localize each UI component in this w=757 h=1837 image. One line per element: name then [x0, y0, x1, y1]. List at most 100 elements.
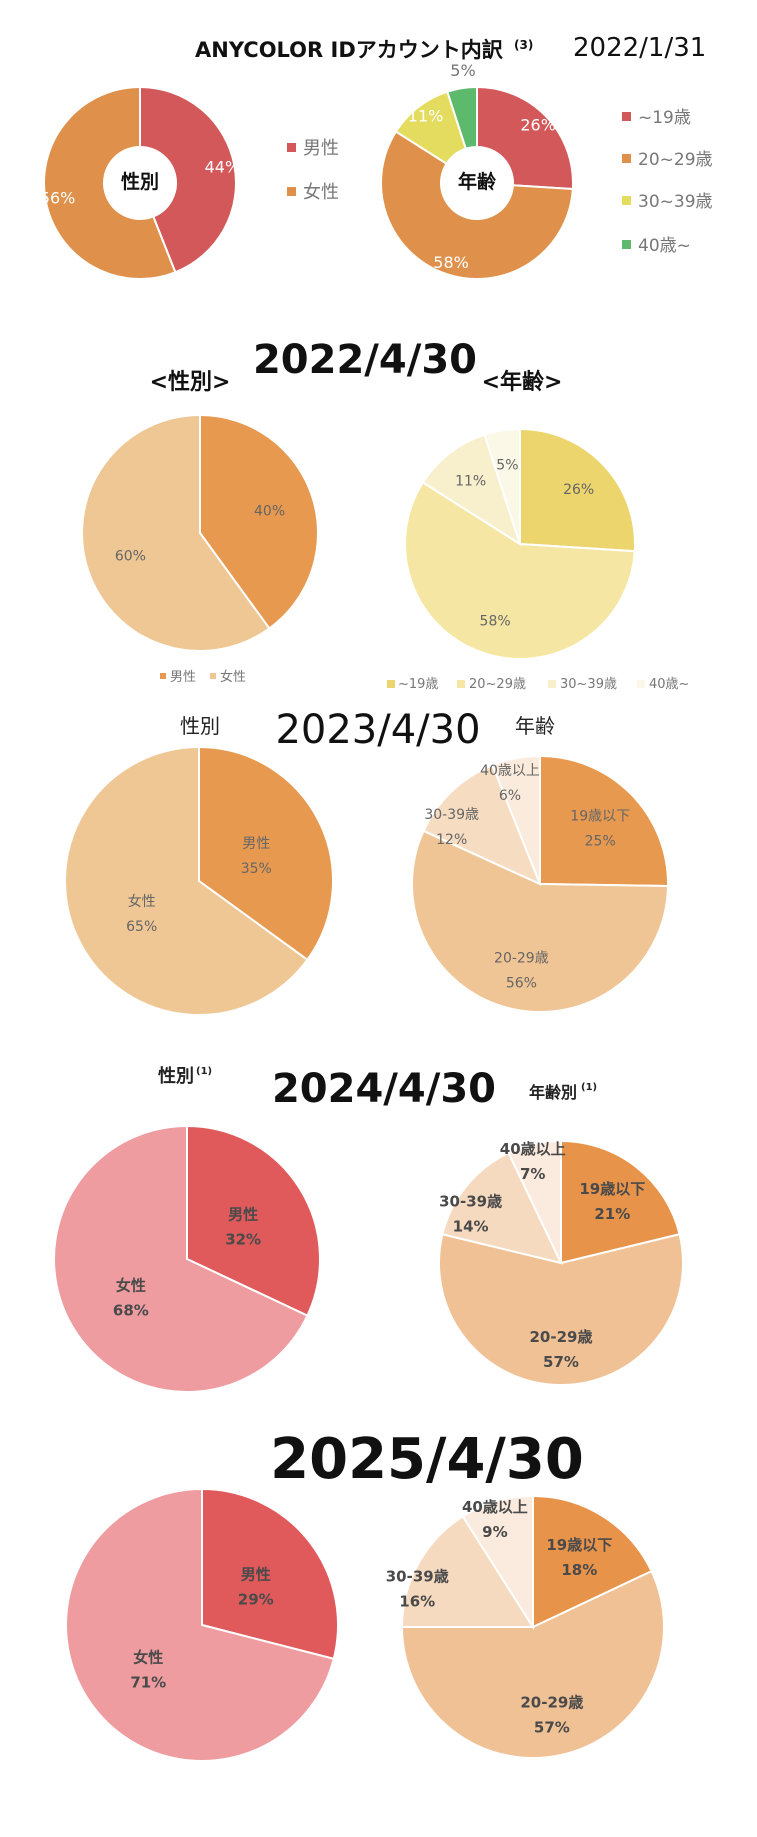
slice-category-label: 40歳以上: [480, 763, 540, 779]
legend-swatch-female: [287, 187, 296, 196]
age-legend: ~19歳 20~29歳 30~39歳 40歳~: [387, 677, 689, 692]
pie-slice-30-39歳: [422, 763, 542, 886]
gender-pie-chart: 男性 35% 女性 65%: [64, 745, 334, 1016]
chart-heading-gender: 性別: [180, 714, 220, 738]
legend-label-male: 男性: [170, 670, 196, 685]
slice-value-label: 18%: [561, 1561, 597, 1579]
legend-swatch-20-29: [457, 680, 465, 688]
slice-value-label: 16%: [399, 1592, 435, 1610]
slice-value-label: 6%: [499, 788, 521, 804]
slice-value-label: 71%: [130, 1674, 166, 1692]
legend-swatch-male: [160, 673, 166, 679]
pie-slice-20-29歳: [400, 1569, 665, 1759]
slice-value-label: 32%: [225, 1230, 261, 1248]
chart-heading-age: 年齢: [515, 714, 555, 738]
slice-value-label: 12%: [436, 832, 467, 848]
slice-value-label: 7%: [520, 1165, 545, 1183]
slice-value-label: 29%: [238, 1590, 274, 1608]
slice-category-label: 女性: [116, 1277, 146, 1295]
slice-value-label: 65%: [126, 919, 157, 935]
legend-label-under-19: ~19歳: [398, 677, 438, 692]
slice-value-label: 60%: [115, 549, 146, 565]
panel-date: 2022/4/30: [253, 337, 477, 383]
slice-value-label: 58%: [433, 253, 469, 272]
chart-heading-gender: <性別>: [150, 370, 231, 395]
legend-label-male: 男性: [303, 138, 339, 159]
gender-legend: 男性 女性: [160, 669, 246, 685]
pie-slice-20-29歳: [438, 1233, 684, 1387]
panel-2024-04-30: 2024/4/30 性別 (1) 年齢別 (1) 男性 32% 女性 68% 19歳以…: [53, 1065, 684, 1393]
slice-category-label: 男性: [241, 1565, 271, 1583]
legend-label-30-39: 30~39歳: [638, 192, 713, 212]
pie-slice-20-29歳: [411, 829, 670, 1013]
pie-slice-40歳to: [446, 85, 478, 151]
slice-value-label: 56%: [506, 975, 537, 991]
slice-value-label: 56%: [40, 189, 76, 208]
donut-center-label: 性別: [121, 170, 159, 193]
gender-pie-chart: 男性 29% 女性 71%: [65, 1487, 339, 1762]
pie-slice-19歳以下: [539, 754, 669, 888]
legend-swatch-40-plus: [622, 240, 631, 249]
pie-slice-男性: [139, 85, 237, 274]
slice-value-label: 5%: [496, 457, 518, 473]
chart-heading-age: <年齢>: [482, 369, 563, 395]
legend-swatch-under-19: [387, 680, 395, 688]
legend-label-female: 女性: [220, 669, 246, 685]
slice-value-label: 21%: [594, 1205, 630, 1223]
slice-value-label: 5%: [450, 61, 475, 80]
slice-value-label: 14%: [453, 1218, 489, 1236]
pie-slice-30to39歳: [421, 433, 522, 547]
pie-slice-男性: [201, 1487, 339, 1661]
pie-slice-to19歳: [476, 85, 574, 191]
legend-label-female: 女性: [303, 182, 339, 203]
age-legend: ~19歳 20~29歳 30~39歳 40歳~: [622, 108, 713, 256]
slice-category-label: 40歳以上: [462, 1498, 528, 1516]
pie-slice-to19歳: [519, 427, 636, 553]
legend-label-under-19: ~19歳: [638, 108, 691, 128]
slice-category-label: 19歳以下: [546, 1536, 612, 1554]
gender-legend: 男性 女性: [287, 138, 339, 203]
slice-category-label: 19歳以下: [579, 1180, 645, 1198]
pie-slice-女性: [81, 413, 271, 652]
slice-value-label: 57%: [543, 1353, 579, 1371]
slice-category-label: 20-29歳: [530, 1328, 593, 1346]
gender-pie-chart: 40% 60%: [81, 413, 319, 652]
slice-category-label: 30-39歳: [386, 1567, 449, 1585]
slice-value-label: 26%: [520, 116, 556, 135]
panel-2023-04-30: 2023/4/30 性別 年齢 男性 35% 女性 65% 19歳以下 25% 20-29…: [64, 707, 670, 1016]
pie-slice-女性: [43, 85, 177, 280]
slice-value-label: 9%: [482, 1523, 507, 1541]
slice-value-label: 44%: [205, 157, 241, 176]
slice-value-label: 40%: [254, 503, 285, 519]
legend-label-40-plus: 40歳~: [649, 677, 689, 692]
slice-value-label: 26%: [563, 482, 594, 498]
slice-value-label: 35%: [241, 861, 272, 877]
slice-value-label: 11%: [408, 107, 444, 126]
legend-label-20-29: 20~29歳: [638, 150, 713, 170]
pie-slice-女性: [53, 1124, 309, 1393]
panel-2022-04-30: 2022/4/30 <性別> <年齢> 40% 60% 26% 58% 11% 5% 男…: [81, 337, 689, 692]
pie-slice-男性: [198, 745, 334, 962]
slice-value-label: 68%: [113, 1302, 149, 1320]
legend-swatch-female: [210, 673, 216, 679]
panel-date: 2025/4/30: [270, 1427, 584, 1492]
chart-heading-gender-superscript: (1): [196, 1066, 212, 1077]
pie-slice-40歳以上: [491, 754, 541, 885]
slice-category-label: 19歳以下: [570, 809, 630, 825]
age-pie-chart: 19歳以下 25% 20-29歳 56% 30-39歳 12% 40歳以上 6%: [411, 754, 670, 1013]
gender-donut-chart: 44% 56%: [40, 85, 241, 280]
pie-slice-女性: [65, 1487, 335, 1762]
legend-swatch-30-39: [622, 196, 631, 205]
pie-slice-19歳以下: [532, 1494, 653, 1629]
slice-category-label: 30-39歳: [424, 807, 479, 823]
pie-slice-40歳以上: [507, 1139, 562, 1264]
legend-swatch-under-19: [622, 112, 631, 121]
pie-slice-女性: [64, 745, 309, 1016]
slice-category-label: 40歳以上: [500, 1140, 566, 1158]
legend-swatch-male: [287, 143, 296, 152]
pie-slice-30-39歳: [441, 1151, 563, 1265]
pie-slice-19歳以下: [560, 1139, 681, 1265]
legend-label-40-plus: 40歳~: [638, 236, 691, 256]
panel-title: ANYCOLOR IDアカウント内訳: [195, 38, 504, 62]
